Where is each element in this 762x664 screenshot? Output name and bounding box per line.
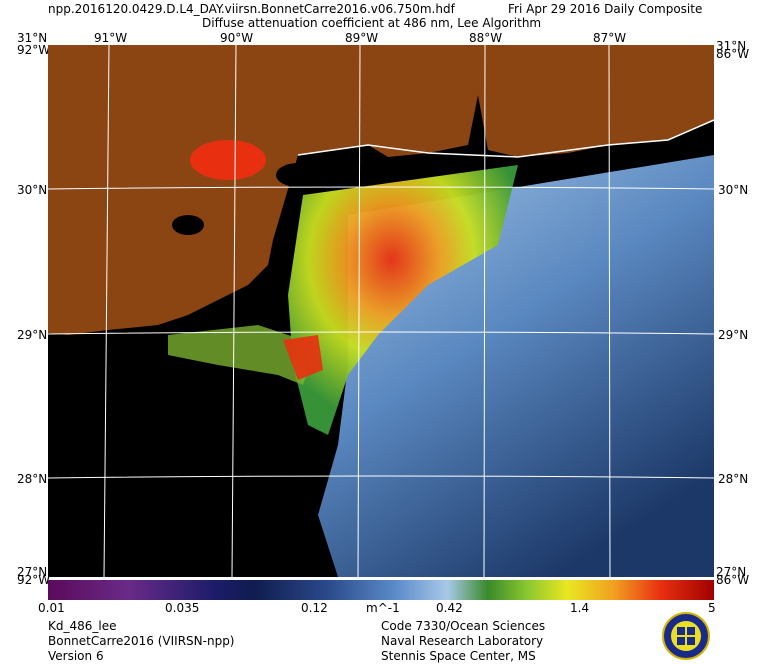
footer-code: Code 7330/Ocean Sciences	[381, 619, 546, 633]
land-mass	[48, 45, 714, 335]
lon-label-top-88: 88°W	[469, 31, 503, 45]
river-plume	[288, 165, 518, 435]
nrl-seal-icon	[662, 612, 710, 660]
filename-title: npp.2016120.0429.D.L4_DAY.viirsn.BonnetC…	[48, 2, 455, 16]
lon-label-top-89: 89°W	[345, 31, 379, 45]
corner-top-left-lat: 31°N	[17, 31, 48, 45]
colorbar-unit: m^-1	[366, 601, 400, 615]
footer-location: Stennis Space Center, MS	[381, 649, 536, 663]
lon-label-top-90: 90°W	[220, 31, 254, 45]
lat-label-left-29: 29°N	[17, 328, 48, 342]
footer-product-name: Kd_486_lee	[48, 619, 117, 633]
graticule	[48, 45, 714, 577]
map-image	[48, 45, 714, 577]
lon-label-top-87: 87°W	[593, 31, 627, 45]
colorbar-tick-0: 0.01	[38, 601, 65, 615]
corner-top-right-lat: 31°N	[716, 39, 747, 53]
coastline	[297, 119, 714, 158]
colorbar-tick-5: 5	[708, 601, 716, 615]
colorbar-tick-2: 0.12	[301, 601, 328, 615]
lat-label-right-29: 29°N	[718, 328, 749, 342]
coastal-plume-delta	[283, 335, 323, 380]
lat-label-right-30: 30°N	[718, 183, 749, 197]
footer-lab: Naval Research Laboratory	[381, 634, 544, 648]
date-title: Fri Apr 29 2016 Daily Composite	[508, 2, 703, 16]
colorbar-tick-1: 0.035	[165, 601, 200, 615]
lake-borgne	[276, 163, 320, 187]
corner-bottom-right-lon: 86°W	[716, 573, 750, 587]
lake-pontchartrain	[190, 140, 266, 180]
corner-bottom-left-lat: 27°N	[17, 565, 48, 579]
corner-top-left-lon: 92°W	[17, 43, 51, 57]
colorbar	[48, 580, 714, 600]
map-panel	[48, 45, 714, 577]
lat-label-right-28: 28°N	[718, 472, 749, 486]
footer-version: Version 6	[48, 649, 104, 663]
corner-top-right-lon: 86°W	[716, 47, 750, 61]
product-title: Diffuse attenuation coefficient at 486 n…	[202, 16, 542, 30]
lat-label-left-30: 30°N	[17, 183, 48, 197]
colorbar-tick-3: 0.42	[436, 601, 463, 615]
corner-bottom-left-lon: 92°W	[17, 573, 51, 587]
lat-label-left-28: 28°N	[17, 472, 48, 486]
lon-label-top-91: 91°W	[94, 31, 128, 45]
footer-dataset: BonnetCarre2016 (VIIRSN-npp)	[48, 634, 235, 648]
coastal-plume-west	[168, 325, 318, 385]
lake-west	[172, 215, 204, 235]
corner-bottom-right-lat: 27°N	[716, 565, 747, 579]
colorbar-tick-4: 1.4	[570, 601, 590, 615]
